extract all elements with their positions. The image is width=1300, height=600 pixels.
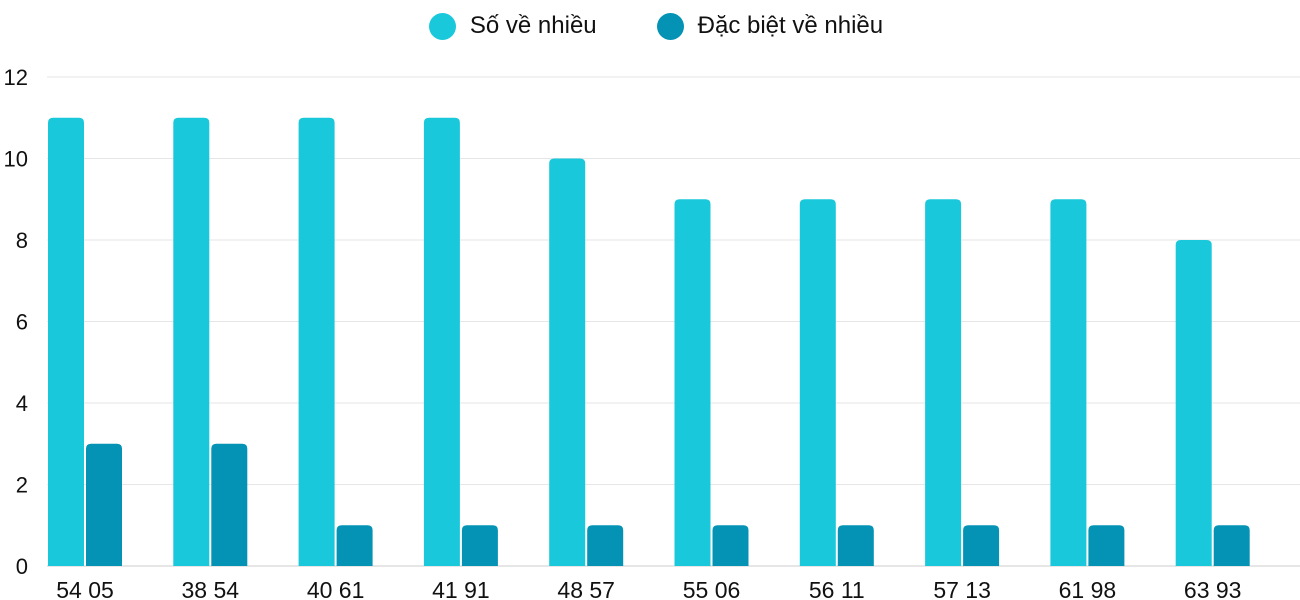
bar-dac-biet-38-54 bbox=[211, 443, 248, 566]
bar-dac-biet-54-05 bbox=[86, 443, 122, 566]
bar-so-ve-nhieu-55-06 bbox=[674, 199, 711, 566]
bar-dac-biet-63-93 bbox=[1213, 525, 1250, 566]
y-tick-label: 2 bbox=[16, 473, 28, 498]
bar-so-ve-nhieu-54-05 bbox=[48, 117, 84, 566]
y-tick-label: 6 bbox=[16, 310, 28, 335]
legend-label: Số về nhiều bbox=[469, 12, 597, 39]
bar-dac-biet-48-57 bbox=[587, 525, 624, 566]
y-tick-label: 12 bbox=[4, 65, 28, 90]
x-tick-label: 54 05 bbox=[56, 577, 114, 600]
x-tick-label: 40 61 bbox=[307, 577, 365, 600]
bar-dac-biet-56-11 bbox=[837, 525, 874, 566]
y-tick-label: 10 bbox=[4, 147, 28, 172]
x-tick-label: 41 91 bbox=[432, 577, 490, 600]
legend-swatch bbox=[656, 12, 684, 40]
legend-swatch bbox=[428, 12, 456, 40]
bar-so-ve-nhieu-48-57 bbox=[549, 158, 586, 566]
x-tick-label: 55 06 bbox=[683, 577, 741, 600]
legend-item-so-ve-nhieu[interactable]: Số về nhiều bbox=[428, 12, 597, 40]
bar-so-ve-nhieu-38-54 bbox=[173, 117, 210, 566]
x-tick-label: 61 98 bbox=[1059, 577, 1117, 600]
x-tick-label: 48 57 bbox=[557, 577, 615, 600]
bar-so-ve-nhieu-61-98 bbox=[1050, 199, 1087, 566]
bar-so-ve-nhieu-40-61 bbox=[298, 117, 335, 566]
bar-so-ve-nhieu-57-13 bbox=[925, 199, 962, 566]
legend-item-dac-biet-ve-nhieu[interactable]: Đặc biệt về nhiều bbox=[656, 12, 884, 40]
bar-dac-biet-41-91 bbox=[461, 525, 498, 566]
bar-so-ve-nhieu-63-93 bbox=[1175, 240, 1212, 566]
bar-so-ve-nhieu-56-11 bbox=[799, 199, 836, 566]
x-tick-label: 38 54 bbox=[182, 577, 240, 600]
x-tick-label: 56 11 bbox=[809, 577, 865, 600]
y-tick-label: 8 bbox=[16, 228, 28, 253]
bar-so-ve-nhieu-41-91 bbox=[423, 117, 460, 566]
legend: Số về nhiều Đặc biệt về nhiều bbox=[0, 12, 1300, 40]
bar-dac-biet-61-98 bbox=[1088, 525, 1125, 566]
x-tick-label: 57 13 bbox=[933, 577, 991, 600]
legend-label: Đặc biệt về nhiều bbox=[697, 12, 884, 39]
x-tick-label: 63 93 bbox=[1184, 577, 1242, 600]
y-tick-label: 0 bbox=[16, 554, 28, 579]
bar-dac-biet-57-13 bbox=[963, 525, 1000, 566]
bar-dac-biet-55-06 bbox=[712, 525, 749, 566]
y-tick-label: 4 bbox=[16, 391, 28, 416]
bar-dac-biet-40-61 bbox=[336, 525, 373, 566]
